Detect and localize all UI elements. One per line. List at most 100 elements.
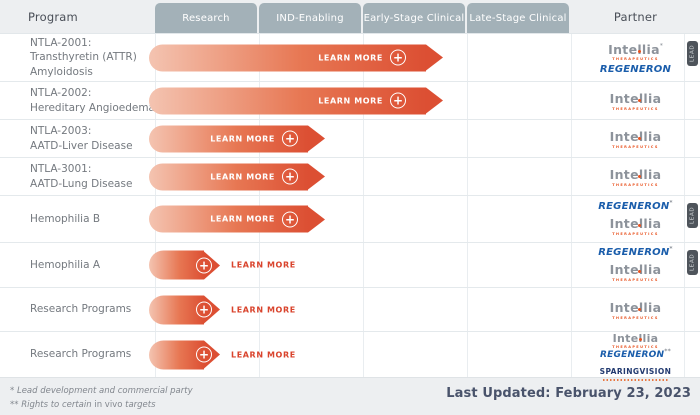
- lead-asterisk: *: [659, 42, 663, 50]
- table-row: NTLA-2001: Transthyretin (ATTR) Amyloido…: [0, 34, 700, 82]
- learn-more-label: LEARN MORE: [210, 134, 275, 143]
- table-row: NTLA-2003: AATD-Liver Disease LEARN MORE…: [0, 120, 700, 158]
- program-label: Research Programs: [30, 303, 132, 316]
- plus-icon[interactable]: +: [282, 211, 298, 227]
- regeneron-logo: REGENERON: [599, 63, 672, 75]
- learn-more-button[interactable]: LEARN MORE +: [149, 44, 426, 71]
- learn-more-button[interactable]: LEARN MORE +: [149, 205, 308, 233]
- partner-cell: REGENERON* Intellia THERAPEUTICS: [571, 196, 700, 242]
- learn-more-button[interactable]: +: [149, 295, 212, 324]
- column-divider: [467, 34, 468, 377]
- intellia-dot-icon: [638, 99, 642, 102]
- table-header: Program Research IND-Enabling Early-Stag…: [0, 0, 700, 33]
- program-label: NTLA-2002: Hereditary Angioedema: [30, 87, 155, 114]
- plus-icon[interactable]: +: [196, 257, 212, 273]
- partner-cell: Intellia* THERAPEUTICS REGENERON: [571, 34, 700, 81]
- column-divider: [155, 34, 156, 377]
- lead-tag: LEAD: [687, 41, 698, 66]
- learn-more-label: LEARN MORE: [210, 172, 275, 181]
- intellia-logo: Intellia THERAPEUTICS: [609, 167, 662, 187]
- plus-icon[interactable]: +: [196, 301, 212, 318]
- sparingvision-logo: SPARINGVISION: [600, 361, 672, 381]
- column-header-late-stage-clinical: Late-Stage Clinical: [467, 3, 569, 33]
- program-label: NTLA-2001: Transthyretin (ATTR) Amyloido…: [30, 37, 137, 78]
- sparingvision-tagline: [602, 378, 669, 381]
- footnote-in-vivo-rights: ** Rights to certain in vivo targets: [10, 399, 156, 410]
- rights-asterisks: **: [664, 347, 671, 355]
- stage-headers: Research IND-Enabling Early-Stage Clinic…: [155, 3, 571, 33]
- learn-more-button[interactable]: LEARN MORE +: [149, 163, 308, 190]
- stage-cell: LEARN MORE +: [149, 34, 571, 81]
- lead-asterisk: *: [669, 245, 673, 253]
- learn-more-label: LEARN MORE: [318, 53, 383, 62]
- program-label: NTLA-3001: AATD-Lung Disease: [30, 163, 133, 190]
- learn-more-button[interactable]: +: [149, 250, 212, 280]
- intellia-logo: Intellia THERAPEUTICS: [609, 129, 662, 149]
- learn-more-label: LEARN MORE: [210, 214, 275, 224]
- learn-more-button[interactable]: LEARN MORE +: [149, 125, 308, 152]
- intellia-logo: Intellia THERAPEUTICS: [609, 91, 662, 111]
- plus-icon[interactable]: +: [282, 168, 298, 185]
- column-header-partner: Partner: [613, 10, 658, 24]
- column-header-early-stage-clinical: Early-Stage Clinical: [363, 3, 465, 33]
- plus-icon[interactable]: +: [282, 130, 298, 147]
- table-row: NTLA-3001: AATD-Lung Disease LEARN MORE …: [0, 158, 700, 196]
- intellia-logo: Intellia THERAPEUTICS: [609, 216, 662, 236]
- lead-tag: LEAD: [687, 203, 698, 228]
- table-row: Research Programs + LEARN MORE Intellia …: [0, 288, 700, 332]
- program-label: Research Programs: [30, 348, 132, 361]
- stage-cell: LEARN MORE +: [149, 120, 571, 157]
- intellia-dot-icon: [638, 137, 642, 140]
- table-row: Hemophilia A + LEARN MORE REGENERON* Int…: [0, 243, 700, 288]
- stage-cell: + LEARN MORE: [149, 288, 571, 331]
- regeneron-logo: REGENERON**: [600, 347, 671, 360]
- learn-more-button[interactable]: LEARN MORE +: [149, 87, 426, 114]
- program-label: Hemophilia B: [30, 212, 101, 225]
- partner-cell: Intellia THERAPEUTICS: [571, 158, 700, 195]
- column-header-ind-enabling: IND-Enabling: [259, 3, 361, 33]
- learn-more-link[interactable]: LEARN MORE: [231, 260, 296, 270]
- intellia-dot-icon: [638, 337, 642, 341]
- column-header-program: Program: [28, 10, 78, 24]
- learn-more-link[interactable]: LEARN MORE: [231, 350, 296, 359]
- intellia-dot-icon: [638, 270, 642, 273]
- table-row: Research Programs + LEARN MORE Intellia …: [0, 331, 700, 381]
- table-row: Hemophilia B LEARN MORE + REGENERON* Int…: [0, 196, 700, 243]
- partner-cell: Intellia THERAPEUTICS: [571, 288, 700, 331]
- learn-more-button[interactable]: +: [149, 340, 212, 369]
- stage-cell: + LEARN MORE: [149, 332, 571, 377]
- table-body: NTLA-2001: Transthyretin (ATTR) Amyloido…: [0, 33, 700, 381]
- stage-cell: LEARN MORE +: [149, 82, 571, 119]
- column-divider: [363, 34, 364, 377]
- intellia-logo: Intellia* THERAPEUTICS: [608, 41, 663, 61]
- column-divider: [684, 34, 685, 377]
- plus-icon[interactable]: +: [390, 92, 406, 109]
- intellia-logo: Intellia THERAPEUTICS: [612, 331, 659, 349]
- last-updated-label: Last Updated: February 23, 2023: [446, 386, 691, 401]
- plus-icon[interactable]: +: [196, 346, 212, 363]
- table-row: NTLA-2002: Hereditary Angioedema LEARN M…: [0, 82, 700, 120]
- intellia-dot-icon: [638, 49, 642, 53]
- stage-cell: LEARN MORE +: [149, 158, 571, 195]
- regeneron-logo: REGENERON*: [598, 245, 673, 258]
- stage-cell: LEARN MORE +: [149, 196, 571, 242]
- lead-tag: LEAD: [687, 250, 698, 275]
- regeneron-logo: REGENERON*: [598, 199, 673, 212]
- program-label: NTLA-2003: AATD-Liver Disease: [30, 125, 133, 152]
- table-footer: * Lead development and commercial party …: [0, 378, 700, 415]
- intellia-logo: Intellia THERAPEUTICS: [609, 262, 662, 282]
- column-divider: [571, 34, 572, 377]
- intellia-dot-icon: [638, 224, 642, 227]
- footnote-lead-party: * Lead development and commercial party: [10, 386, 193, 396]
- partner-cell: Intellia THERAPEUTICS REGENERON** SPARIN…: [571, 331, 700, 381]
- partner-cell: Intellia THERAPEUTICS: [571, 120, 700, 157]
- partner-cell: Intellia THERAPEUTICS: [571, 82, 700, 119]
- learn-more-link[interactable]: LEARN MORE: [231, 305, 296, 314]
- learn-more-label: LEARN MORE: [318, 96, 383, 105]
- plus-icon[interactable]: +: [390, 49, 406, 66]
- program-label: Hemophilia A: [30, 258, 101, 271]
- partner-cell: REGENERON* Intellia THERAPEUTICS: [571, 243, 700, 287]
- column-header-research: Research: [155, 3, 257, 33]
- stage-cell: + LEARN MORE: [149, 243, 571, 287]
